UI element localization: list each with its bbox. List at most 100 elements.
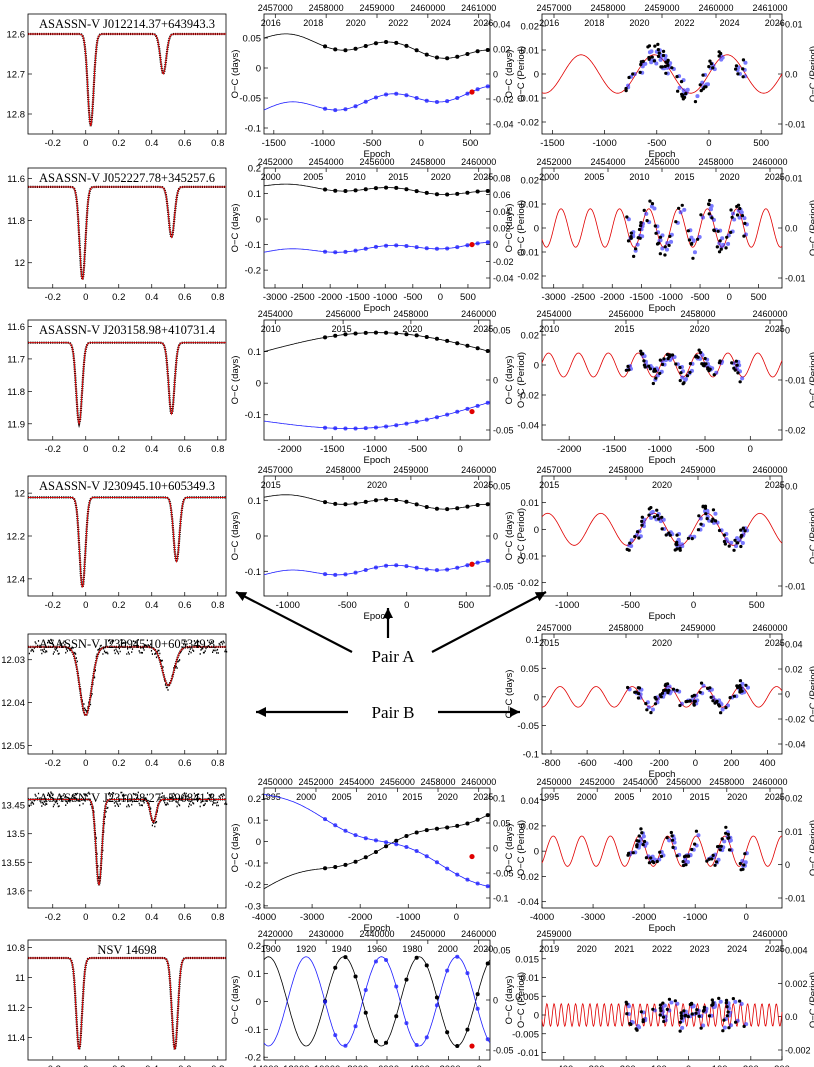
x-tick-label: -400 [554,1064,573,1067]
y-tick-label: 0.1 [248,816,261,827]
year-label: 2020 [346,18,366,28]
x-tick-label: 0 [477,1064,482,1067]
top-jd-label: 2452000 [298,777,333,787]
y-axis-label-right: O−C (Period) [808,352,814,408]
x-tick-label: -2000 [277,444,301,455]
top-jd-label: 2452000 [580,777,615,787]
top-jd-label: 2458000 [698,157,733,167]
x-tick-label: 0 [454,912,459,923]
x-tick-label: -3000 [581,912,605,923]
x-tick-label: -3000 [542,292,566,303]
light-curve-panel: 12.6 12.7 12.8 -0.2 0 0.2 0.4 0.6 0.8 ASASSN-V J0… [7,13,227,149]
plot-frame [541,319,783,441]
top-jd-label: 2454000 [623,777,658,787]
x-axis-label: Epoch [364,303,391,314]
top-jd-label: 2460000 [461,157,496,167]
year-label: 2018 [584,18,604,28]
y-tick-label: 0 [256,215,261,226]
top-jd-label: 2458000 [326,465,361,475]
y-tick-label: 0 [534,1011,539,1022]
year-label: 2016 [539,18,559,28]
light-curve-model [28,646,226,716]
plot-frame [27,167,227,289]
top-jd-label: 2460000 [752,777,787,787]
year-label: 2015 [614,324,634,334]
y-tick-label: -0.1 [245,1025,261,1036]
x-tick-label: -14000 [249,1064,279,1067]
y-tick-label: 0 [534,525,539,536]
year-label: 2015 [690,792,710,802]
y-tick-label-right: 0 [493,376,498,386]
x-tick-label: -1000 [363,444,387,455]
y-tick-label: -0.2 [245,1053,261,1064]
top-jd-label: 2458000 [590,3,625,13]
oc-panel: 0.1 0 -0.1 -2000 -1500 -1000 -500 0 2454000 24560… [230,309,527,466]
year-label: 1960 [367,944,387,954]
year-label: 2019 [539,944,559,954]
residual-fit-curve [541,835,783,867]
year-label: 2015 [261,480,281,490]
object-name: ASASSN-V J231028.27+590841.8 [39,791,215,805]
y-tick-label: 12.6 [7,30,26,41]
plot-frame [541,787,783,909]
year-label: 2021 [614,944,634,954]
x-tick-label: -500 [408,444,427,455]
x-tick-label: -0.2 [45,1064,61,1067]
x-tick-label: 500 [753,138,769,149]
year-label: 2025 [765,172,785,182]
top-jd-label: 2454000 [258,309,293,319]
year-label: 2015 [402,792,422,802]
top-jd-label: 2460000 [698,3,733,13]
x-tick-label: 0.4 [145,292,158,303]
y-axis-label: O−C (days) [504,512,515,561]
x-tick-label: -0.2 [45,758,61,769]
y-tick-label-right: -0.02 [785,715,806,725]
y-tick-label: -0.1 [245,859,261,870]
y-tick-label: -0.3 [245,901,261,912]
y-tick-label-right: -0.01 [785,274,806,284]
y-tick-label: 0 [534,847,539,858]
pair-b-arrow-right-head [510,707,520,717]
plot-frame [27,939,227,1061]
x-tick-label: 0 [438,292,443,303]
y-tick-label-right: 0.05 [493,482,511,492]
year-label: 2020 [727,792,747,802]
y-tick-label: -0.02 [517,578,539,589]
year-label: 1900 [261,944,281,954]
light-curve-panel: 11.6 11.8 12 -0.2 0 0.2 0.4 0.6 0.8 ASASSN-V J052… [7,167,227,303]
light-curve-model [28,798,226,886]
x-tick-label: -1000 [373,292,397,303]
y-tick-label: 0 [256,997,261,1008]
y-tick-label: 0.1 [248,189,261,200]
y-tick-label: 11.6 [7,322,25,333]
top-jd-label: 2458000 [608,623,643,633]
y-tick-label-right: -0.1 [493,894,509,904]
y-tick-label: 12.2 [7,532,26,543]
x-tick-label: -200 [650,758,669,769]
x-tick-label: 0.8 [211,138,224,149]
light-curve-model [28,496,226,588]
top-jd-label: 2460000 [752,157,787,167]
primary-fit-line [263,33,491,59]
y-tick-label: 11 [15,973,25,984]
pair-a-arrow-right [431,591,547,653]
x-tick-label: 0 [458,444,463,455]
x-tick-label: 0.4 [145,600,158,611]
top-jd-label: 2459000 [680,465,715,475]
top-jd-label: 2450000 [410,929,445,939]
year-label: 2005 [584,172,604,182]
pair-b-arrow-left-head [256,707,266,717]
y-tick-label: 0.04 [521,796,540,807]
light-curve-panel: 10.8 11 11.2 11.4 -0.2 0 0.2 0.4 0.6 0.8 NSV 14698 [7,939,227,1067]
y-axis-label: O−C (days) [230,512,241,561]
x-tick-label: -1500 [320,444,344,455]
x-tick-label: -200 [617,1064,636,1067]
plot-frame [27,319,227,441]
y-tick-label: 13.5 [7,829,26,840]
y-axis-label: O−C (days) [504,356,515,405]
y-tick-label: -0.2 [245,880,261,891]
oc-panel: 0.2 0.1 0 -0.1 -0.2 -3000 -2500 -2000 -1500 -1000… [230,157,527,314]
year-label: 2024 [431,18,451,28]
x-tick-label: 200 [724,758,740,769]
